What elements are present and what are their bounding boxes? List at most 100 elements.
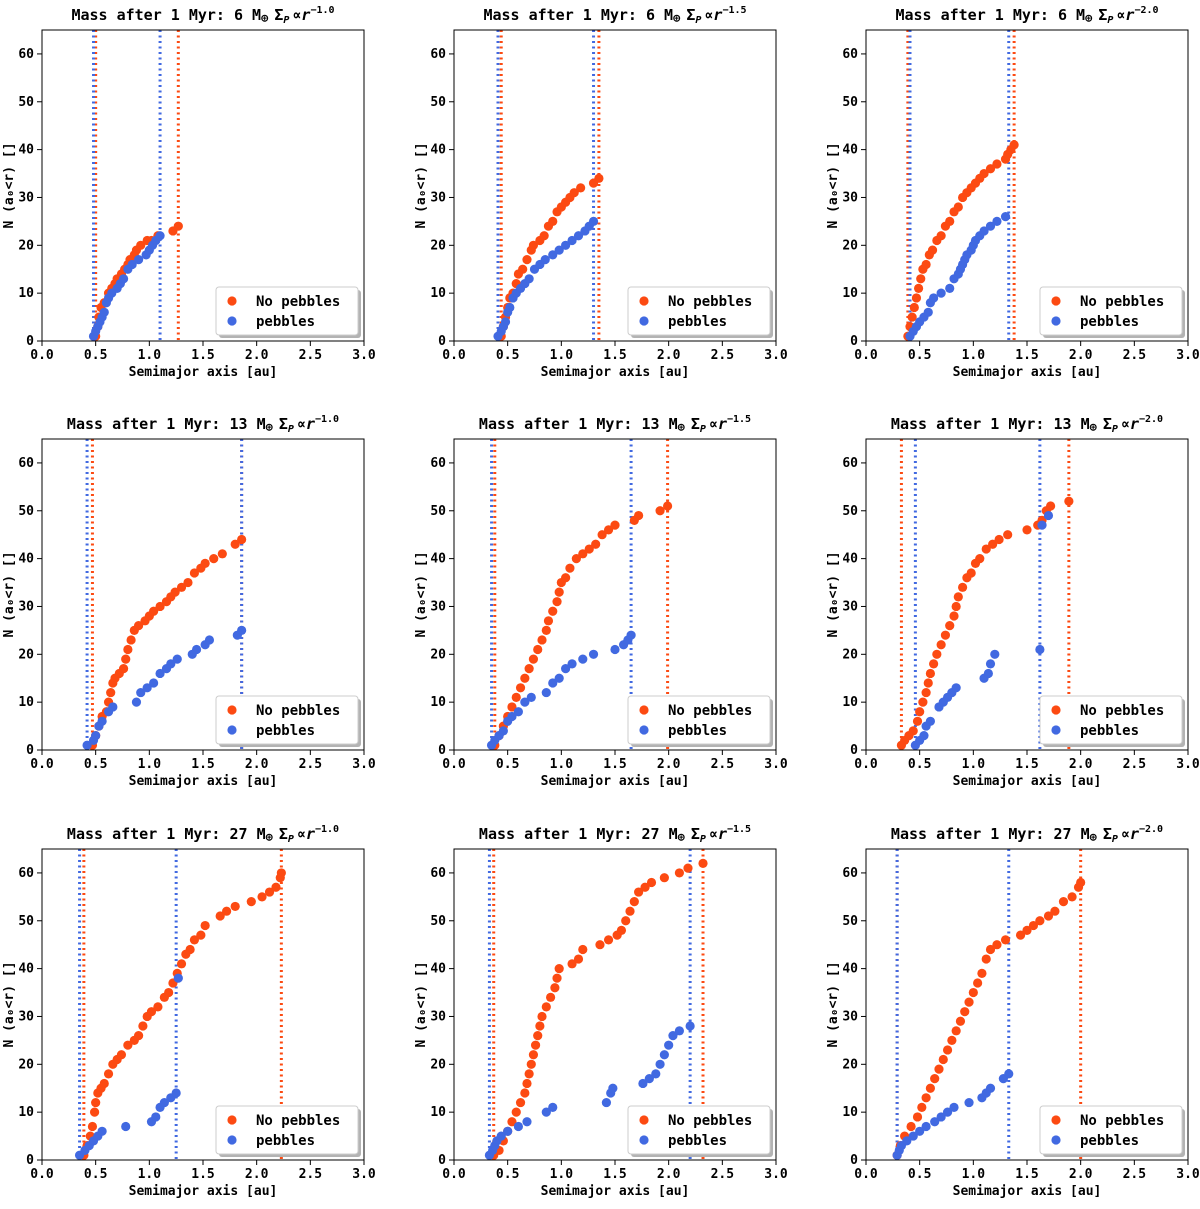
no-pebbles-point — [164, 987, 174, 998]
chart-title: Mass after 1 Myr: 6 M⊕ ΣP ∝r−1.0 — [71, 5, 334, 26]
no-pebbles-point — [603, 525, 614, 535]
pebbles-point — [1000, 212, 1011, 222]
y-tick-label: 50 — [430, 914, 446, 929]
y-tick-label: 0 — [26, 334, 34, 349]
no-pebbles-point — [565, 563, 575, 573]
no-pebbles-point — [992, 159, 1002, 169]
no-pebbles-point — [932, 649, 942, 659]
title-r: r — [1130, 825, 1139, 843]
no-pebbles-point — [554, 587, 564, 597]
no-pebbles-point — [217, 549, 227, 559]
chart-title: Mass after 1 Myr: 6 M⊕ ΣP ∝r−2.0 — [895, 5, 1158, 26]
no-pebbles-point — [1067, 892, 1077, 902]
pebbles-point — [155, 668, 165, 679]
no-pebbles-point — [994, 534, 1004, 545]
no-pebbles-point — [921, 259, 931, 270]
x-tick-label: 1.5 — [191, 757, 214, 772]
title-exponent: −2.0 — [1134, 5, 1158, 16]
no-pebbles-point — [543, 616, 554, 626]
no-pebbles-point — [916, 274, 926, 284]
no-pebbles-point — [515, 683, 526, 693]
title-text: Mass after 1 Myr: 13 M — [891, 415, 1090, 433]
pebbles-point — [171, 1088, 181, 1098]
pebbles-point — [985, 221, 996, 231]
x-tick-label: 2.0 — [245, 1167, 269, 1182]
pebbles-point — [121, 1121, 131, 1132]
x-tick-label: 2.0 — [1069, 1167, 1093, 1182]
plot-frame — [453, 848, 777, 1161]
no-pebbles-point — [541, 1002, 551, 1012]
no-pebbles-point — [189, 935, 200, 945]
title-sigma: Σ — [691, 415, 700, 433]
no-pebbles-point — [246, 897, 256, 907]
no-pebbles-point — [546, 992, 556, 1002]
x-tick-label: 2.0 — [1069, 348, 1093, 363]
no-pebbles-point — [973, 978, 983, 988]
pebbles-point — [118, 274, 129, 284]
x-tick-label: 0.5 — [84, 757, 107, 772]
title-text: Mass after 1 Myr: 6 M — [483, 6, 673, 24]
title-sigma: Σ — [1103, 825, 1112, 843]
no-pebbles-point — [138, 1021, 148, 1031]
x-axis-label: Semimajor axis [au] — [953, 1184, 1102, 1199]
pebbles-point — [942, 1107, 953, 1117]
no-pebbles-point — [947, 1035, 957, 1045]
y-axis-label: N (a₀<r) [] — [2, 142, 17, 228]
pebbles-point — [498, 726, 508, 736]
no-pebbles-point — [1046, 501, 1056, 511]
pebbles-point — [99, 307, 109, 317]
no-pebbles-point — [176, 582, 187, 592]
title-exponent: −1.0 — [315, 824, 339, 835]
pebbles-point — [685, 1021, 695, 1031]
legend-marker-no-pebbles — [1051, 705, 1061, 715]
pebbles-point — [82, 740, 92, 750]
pebbles-point — [142, 683, 152, 693]
x-tick-label: 3.0 — [352, 1167, 376, 1182]
pebbles-point — [573, 231, 584, 241]
no-pebbles-point — [103, 1069, 114, 1079]
pebbles-point — [608, 1083, 618, 1093]
title-sigma: Σ — [279, 825, 288, 843]
y-tick-label: 40 — [842, 552, 858, 567]
x-tick-label: 1.0 — [550, 1167, 574, 1182]
no-pebbles-point — [912, 716, 923, 726]
no-pebbles-point — [528, 240, 539, 250]
legend-box — [215, 286, 359, 336]
legend-marker-no-pebbles — [639, 1115, 649, 1125]
no-pebbles-point — [230, 901, 240, 912]
no-pebbles-point — [1043, 911, 1054, 921]
title-unit: ⊕ — [266, 420, 274, 434]
pebbles-point — [520, 697, 530, 707]
pebbles-point — [651, 1069, 661, 1079]
no-pebbles-point — [951, 601, 961, 612]
chart-title: Mass after 1 Myr: 13 M⊕ ΣP ∝r−1.0 — [67, 414, 339, 435]
pebbles-point — [513, 1121, 523, 1132]
x-tick-label: 0.0 — [30, 1167, 54, 1182]
no-pebbles-point — [1015, 930, 1026, 940]
y-tick-label: 20 — [842, 647, 858, 662]
x-tick-label: 0.5 — [496, 348, 519, 363]
legend-label-no-pebbles: No pebbles — [1080, 1113, 1164, 1129]
pebbles-point — [204, 635, 215, 645]
y-tick-label: 50 — [18, 914, 34, 929]
title-text: Mass after 1 Myr: 27 M — [891, 825, 1090, 843]
y-tick-label: 20 — [18, 1057, 34, 1072]
no-pebbles-point — [578, 944, 588, 955]
pebbles-point — [151, 1112, 161, 1122]
x-tick-label: 0.5 — [908, 757, 931, 772]
plot-frame — [41, 848, 365, 1161]
x-tick-label: 0.0 — [854, 348, 878, 363]
x-tick-label: 3.0 — [764, 757, 788, 772]
pebbles-point — [949, 1102, 959, 1112]
title-r: r — [306, 825, 315, 843]
x-axis-label: Semimajor axis [au] — [953, 774, 1102, 789]
y-tick-label: 30 — [842, 1009, 858, 1024]
x-tick-label: 0.0 — [30, 348, 54, 363]
pebbles-point — [659, 1050, 669, 1060]
y-tick-label: 20 — [18, 647, 34, 662]
no-pebbles-point — [929, 659, 939, 669]
legend-marker-pebbles — [639, 725, 649, 735]
legend-label-no-pebbles: No pebbles — [668, 703, 752, 719]
no-pebbles-point — [1022, 525, 1032, 535]
no-pebbles-point — [276, 868, 286, 878]
